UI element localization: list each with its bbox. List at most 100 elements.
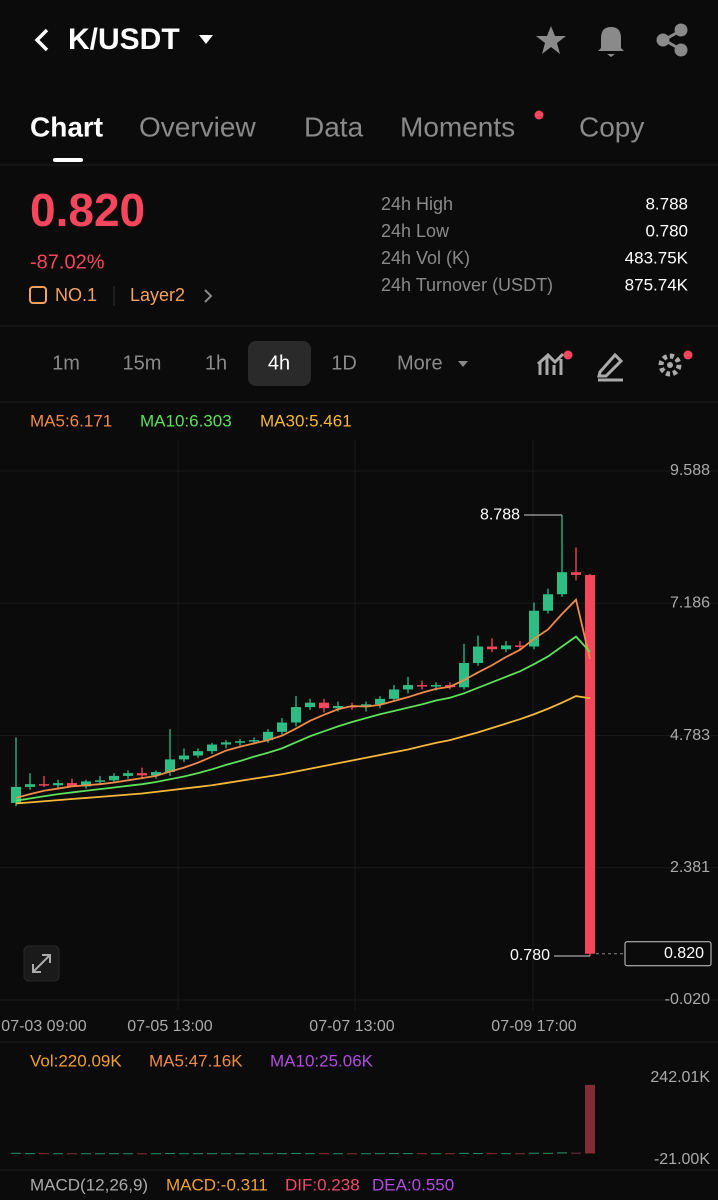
candle-body [39, 784, 49, 786]
volume-bar [207, 1153, 217, 1155]
alert-icon[interactable] [598, 27, 624, 57]
interval[interactable]: 15m [123, 352, 162, 374]
stat-value: 483.75K [625, 248, 689, 267]
indicator-icon[interactable] [536, 352, 565, 375]
volume-bar [459, 1152, 469, 1154]
macd-legend: DIF:0.238 [285, 1175, 360, 1194]
back-button[interactable] [34, 28, 49, 52]
stat-label: 24h Vol (K) [381, 248, 470, 268]
tab[interactable]: Copy [579, 111, 644, 142]
candle-body [333, 705, 343, 709]
ma-legend: MA5:6.171 [30, 411, 112, 430]
candle-body [529, 610, 539, 647]
interval[interactable]: 4h [268, 352, 290, 374]
interval[interactable]: 1h [205, 352, 227, 374]
y-tick-label: 7.186 [670, 594, 710, 611]
candle-body [515, 645, 525, 647]
x-tick-label: 07-09 17:00 [491, 1018, 577, 1035]
candle-body [375, 698, 385, 705]
volume-bar [11, 1152, 21, 1154]
stat-value: 0.780 [645, 221, 688, 240]
candle-body [95, 780, 105, 782]
volume-bar [585, 1084, 595, 1154]
share-icon[interactable] [656, 23, 688, 57]
candle-body [193, 751, 203, 756]
volume-bar [263, 1153, 273, 1155]
macd-legend: DEA:0.550 [372, 1175, 454, 1194]
candle-body [501, 645, 511, 650]
volume-bar [179, 1153, 189, 1155]
volume-legend: Vol:220.09K [30, 1051, 122, 1070]
interval[interactable]: 1m [52, 352, 80, 374]
tab[interactable]: Chart [30, 111, 103, 142]
pair-title[interactable]: K/USDT [68, 23, 180, 56]
pair-dropdown[interactable] [199, 35, 213, 44]
stat-label: 24h Low [381, 221, 450, 241]
interval-selected [248, 341, 311, 386]
sector-tag[interactable]: Layer2 [130, 285, 185, 305]
volume-bar [151, 1153, 161, 1155]
candle-body [389, 689, 399, 699]
volume-bar [347, 1153, 357, 1155]
stats: 24h High 8.788 24h Low 0.780 24h Vol (K) 483.… [381, 194, 689, 295]
tab-underline [53, 158, 83, 162]
last-price-box [624, 941, 712, 967]
ma-line [15, 695, 591, 805]
candle-body [291, 707, 301, 723]
candle-body [571, 572, 581, 575]
x-tick-label: 07-07 13:00 [309, 1018, 395, 1035]
interval[interactable]: 1D [331, 352, 357, 374]
candle-body [263, 731, 273, 741]
volume-bar [95, 1153, 105, 1155]
volume-bar [81, 1153, 91, 1155]
expand-icon [32, 954, 51, 973]
volume-bar [333, 1153, 343, 1155]
interval-more[interactable]: More [397, 352, 443, 374]
volume-bar [221, 1153, 231, 1155]
x-tick-label: 07-03 09:00 [1, 1018, 87, 1035]
draw-icon[interactable] [597, 352, 624, 382]
tab[interactable]: Data [304, 111, 364, 142]
candle-body [151, 772, 161, 776]
price-chart: 9.588 7.186 4.783 2.381 -0.020 07-03 09:00 07-… [0, 462, 718, 1035]
favorite-icon[interactable] [536, 26, 566, 54]
volume-bar [109, 1153, 119, 1155]
macd-legend: MACD(12,26,9) [30, 1175, 148, 1194]
tab[interactable]: Overview [139, 111, 256, 142]
x-tick-label: 07-05 13:00 [127, 1018, 213, 1035]
volume-bar [193, 1153, 203, 1155]
volume-bar [361, 1153, 371, 1155]
tab[interactable]: Moments [400, 111, 515, 142]
candle-body [25, 784, 35, 787]
notification-dot [683, 350, 693, 360]
settings-icon[interactable] [658, 353, 682, 377]
rank[interactable]: NO.1 [55, 285, 97, 305]
candle-body [165, 759, 175, 773]
candle-body [221, 742, 231, 745]
notification-dot [534, 110, 544, 120]
candle-body [277, 722, 287, 732]
ma-legend: MA30:5.461 [260, 411, 352, 430]
last-price-label: 0.820 [664, 945, 704, 962]
ma-line [15, 635, 591, 802]
volume-bar [375, 1153, 385, 1155]
volume-bar [557, 1152, 567, 1154]
volume-bar [543, 1152, 553, 1154]
candle-body [137, 773, 147, 776]
candle-body [207, 744, 217, 752]
candle-body [487, 646, 497, 650]
stat-value: 875.74K [625, 275, 689, 294]
volume-legend: MA5:47.16K [149, 1051, 243, 1070]
y-tick-label: 2.381 [670, 859, 710, 876]
notification-dot [563, 350, 573, 360]
candle-body [473, 646, 483, 664]
volume-tick-label: 242.01K [650, 1069, 710, 1086]
volume-bar [67, 1153, 77, 1155]
settings-center [667, 362, 673, 368]
stat-label: 24h High [381, 194, 453, 214]
candle-body [403, 685, 413, 690]
candle-body [81, 781, 91, 787]
last-price: 0.820 [30, 184, 145, 236]
share-dot [674, 43, 688, 57]
candle-body [305, 702, 315, 708]
